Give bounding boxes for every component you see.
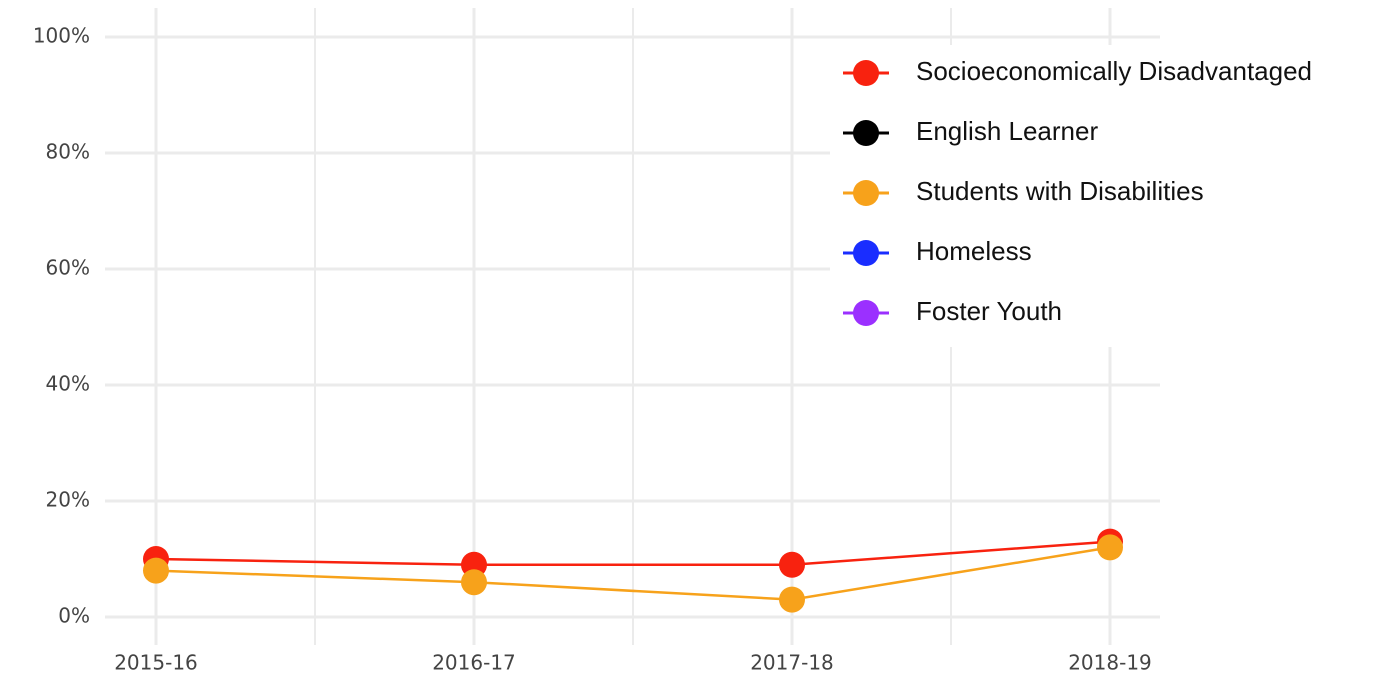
legend-label: Foster Youth	[916, 296, 1062, 326]
series-line	[155, 540, 1111, 567]
legend-label: Students with Disabilities	[916, 176, 1204, 206]
legend-label: English Learner	[916, 116, 1098, 146]
legend-swatch	[853, 240, 879, 266]
x-tick-label: 2015-16	[114, 651, 198, 675]
series-line	[155, 546, 1111, 601]
legend-label: Socioeconomically Disadvantaged	[916, 56, 1312, 86]
legend-swatch	[853, 60, 879, 86]
data-point	[461, 569, 487, 596]
legend-swatch	[853, 180, 879, 206]
x-tick-label: 2018-19	[1068, 651, 1152, 675]
legend-background	[830, 45, 1390, 347]
legend-label: Homeless	[916, 236, 1032, 266]
legend-swatch	[853, 120, 879, 146]
data-point	[1097, 534, 1123, 561]
data-point	[779, 586, 805, 613]
y-tick-label: 80%	[46, 140, 90, 164]
y-tick-label: 60%	[46, 256, 90, 280]
x-tick-label: 2017-18	[750, 651, 834, 675]
y-tick-label: 0%	[58, 604, 90, 628]
y-tick-label: 100%	[33, 24, 90, 48]
data-point	[143, 557, 169, 584]
y-tick-label: 40%	[46, 372, 90, 396]
legend-swatch	[853, 300, 879, 326]
y-tick-label: 20%	[46, 488, 90, 512]
x-tick-label: 2016-17	[432, 651, 516, 675]
data-point	[779, 551, 805, 578]
